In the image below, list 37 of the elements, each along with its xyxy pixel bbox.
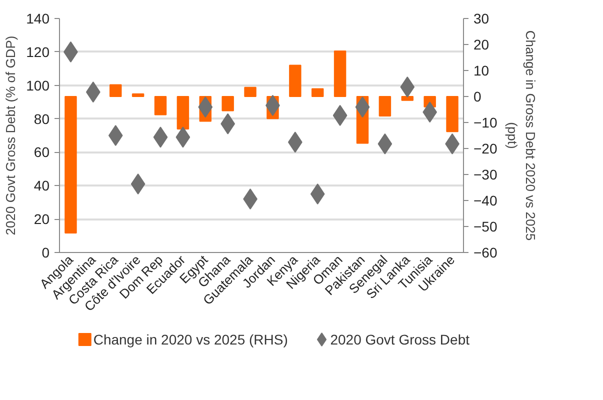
- bar: [334, 50, 346, 97]
- y-tick-label: 0: [42, 244, 50, 260]
- y2-tick-label: 30: [474, 10, 490, 26]
- y2-tick-label: −50: [474, 218, 498, 234]
- bar: [446, 96, 458, 132]
- bar: [378, 96, 392, 116]
- y2-tick-label: 0: [474, 88, 482, 104]
- bar: [176, 96, 190, 130]
- bar: [154, 96, 167, 116]
- y-tick-label: 100: [26, 77, 50, 94]
- y-tick-label: 140: [26, 10, 50, 26]
- bar: [110, 84, 122, 97]
- bar: [244, 86, 256, 97]
- y2-tick-label: −30: [474, 166, 498, 182]
- bar: [312, 88, 324, 97]
- y-axis-title: 2020 Govt Gross Debt (% of GDP): [3, 36, 18, 236]
- point: [310, 184, 325, 204]
- y2-tick-label: −10: [474, 114, 498, 130]
- bar: [289, 64, 302, 97]
- legend-label: 2020 Govt Gross Debt: [330, 332, 470, 348]
- y-tick-label: 40: [34, 178, 50, 194]
- y2-axis-title: Change in Gross Debt 2020 vs 2025 (ppt): [505, 30, 538, 241]
- legend-label: Change in 2020 vs 2025 (RHS): [93, 332, 288, 348]
- bar: [222, 96, 234, 112]
- point: [108, 125, 123, 146]
- y-tick-label: 20: [34, 211, 50, 228]
- bar: [64, 96, 77, 234]
- y2-tick-label: −60: [474, 244, 498, 260]
- y-tick-label: 60: [34, 144, 50, 160]
- y2-tick-label: −20: [474, 140, 498, 156]
- y2-tick-label: 10: [474, 62, 490, 78]
- bar: [132, 93, 144, 97]
- y2-tick-label: −40: [474, 192, 498, 208]
- y-tick-label: 80: [34, 110, 50, 127]
- y2-tick-label: 20: [474, 36, 490, 52]
- bar: [401, 96, 414, 101]
- y-tick-label: 120: [26, 44, 50, 60]
